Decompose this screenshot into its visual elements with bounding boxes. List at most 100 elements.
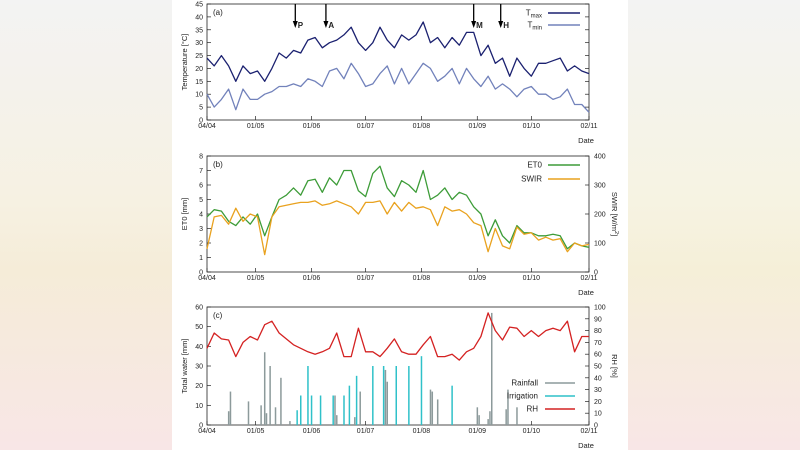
- x-tick-label: 01/08: [413, 275, 431, 282]
- y-tick-label: 35: [195, 27, 203, 34]
- rainfall-bar: [384, 369, 387, 425]
- y-tick-label: 60: [195, 305, 203, 312]
- rainfall-bar: [334, 395, 336, 425]
- swir-line: [206, 200, 590, 256]
- x-tick-label: 01/10: [523, 123, 541, 130]
- irrigation-bar: [451, 385, 453, 425]
- arrowhead-icon: [498, 21, 504, 28]
- x-tick-label: 01/05: [247, 428, 265, 435]
- rainfall-bar: [229, 391, 232, 425]
- x-tick-label: 01/07: [357, 428, 375, 435]
- plot-frame: [206, 3, 590, 121]
- x-tick-label: 01/09: [469, 275, 487, 282]
- rainfall-bar: [247, 401, 250, 425]
- y-tick-label: 0: [199, 423, 203, 430]
- panel-a: 0 5 10 15 20 25 30 35 40 45 04/04 01/05 01/06 01/07 01…: [180, 2, 598, 146]
- irrigation-bar: [296, 410, 298, 425]
- x-tick-label: 02/11: [581, 275, 598, 282]
- y-tick-label: 30: [195, 364, 203, 371]
- irrigation-bar: [408, 366, 410, 425]
- irrigation-bar: [372, 366, 374, 425]
- rainfall-bar: [354, 417, 356, 425]
- arrowhead-icon: [323, 21, 329, 28]
- x-tick-label: 01/08: [413, 123, 431, 130]
- y-tick-label: 5: [199, 105, 203, 112]
- y2-tick-label: 300: [594, 183, 606, 190]
- legend-label-irrigation: Irrigation: [507, 392, 538, 401]
- x-tick-label: 02/11: [581, 428, 598, 435]
- x-tick-label: 01/06: [303, 123, 321, 130]
- y-tick-label: 4: [199, 212, 203, 219]
- x-tick-label: 01/05: [247, 275, 265, 282]
- y2-tick-label: 100: [594, 241, 606, 248]
- irrigation-bar: [382, 366, 385, 425]
- arrow-annotation-a: A: [323, 4, 334, 30]
- y-tick-label: 30: [195, 40, 203, 47]
- x-tick-label: 02/11: [581, 123, 598, 130]
- rainfall-bar: [507, 389, 509, 425]
- rainfall-bar: [274, 407, 277, 425]
- rainfall-bar: [478, 415, 480, 425]
- y-axis-label: ET0 [mm]: [180, 198, 189, 231]
- arrow-label: H: [503, 21, 509, 30]
- x-tick-label: 04/04: [198, 275, 216, 282]
- rainfall-bar: [476, 407, 479, 425]
- rainfall-bar: [487, 419, 489, 425]
- y2-tick-label: 90: [594, 316, 602, 323]
- rainfall-bar: [490, 312, 493, 425]
- y2-tick-label: 0: [594, 270, 598, 277]
- irrigation-bar: [395, 366, 397, 425]
- x-tick-label: 04/04: [198, 428, 216, 435]
- x-tick-label: 01/10: [523, 428, 541, 435]
- background-left: [0, 0, 172, 450]
- rainfall-bar: [263, 352, 266, 425]
- legend-label-swir: SWIR: [521, 175, 542, 184]
- y-tick-label: 10: [195, 92, 203, 99]
- y2-tick-label: 50: [594, 364, 602, 371]
- x-tick-label: 01/07: [357, 123, 375, 130]
- y-tick-label: 20: [195, 66, 203, 73]
- y-tick-label: 10: [195, 403, 203, 410]
- arrow-label: A: [328, 21, 334, 30]
- y2-tick-label: 20: [594, 399, 602, 406]
- panel-label: (c): [213, 311, 223, 320]
- y2-tick-label: 200: [594, 212, 606, 219]
- y-tick-label: 45: [195, 2, 203, 9]
- y-tick-label: 7: [199, 168, 203, 175]
- y-tick-label: 3: [199, 226, 203, 233]
- y-tick-label: 50: [195, 324, 203, 331]
- y-tick-label: 20: [195, 383, 203, 390]
- irrigation-bar: [343, 395, 345, 425]
- y2-tick-label: 30: [594, 387, 602, 394]
- rainfall-bar: [516, 407, 518, 425]
- y-tick-label: 8: [199, 154, 203, 161]
- y2-tick-label: 60: [594, 352, 602, 359]
- irrigation-bar: [348, 385, 351, 425]
- x-tick-label: 04/04: [198, 123, 216, 130]
- arrowhead-icon: [292, 21, 298, 28]
- y2-tick-label: 0: [594, 423, 598, 430]
- x-tick-label: 01/06: [303, 428, 321, 435]
- y-tick-label: 40: [195, 344, 203, 351]
- y2-tick-label: 80: [594, 328, 602, 335]
- y-axis-label: Temperature [°C]: [180, 34, 189, 91]
- panel-c: 0 10 20 30 40 50 60 0 10 20 30 40 50 60 70 80 90 100 04/04…: [180, 305, 619, 450]
- rainfall-bar: [431, 391, 434, 425]
- rainfall-bar: [289, 421, 291, 425]
- y2-axis-label: RH [%]: [610, 354, 619, 378]
- y2-tick-label: 400: [594, 154, 606, 161]
- panel-b: 0 1 2 3 4 5 6 7 8 0 100 200 300 400 04/04 01/05 01/06 01/…: [180, 154, 619, 298]
- y-axis-label: Total water [mm]: [180, 338, 189, 393]
- legend-label-rainfall: Rainfall: [511, 379, 538, 388]
- irrigation-bar: [307, 366, 309, 425]
- x-tick-label: 01/09: [469, 123, 487, 130]
- x-tick-label: 01/05: [247, 123, 265, 130]
- y-tick-label: 15: [195, 79, 203, 86]
- legend-label-et0: ET0: [527, 161, 542, 170]
- y-tick-label: 2: [199, 241, 203, 248]
- y2-tick-label: 10: [594, 411, 602, 418]
- rainfall-bar: [386, 381, 388, 425]
- irrigation-bar: [299, 395, 302, 425]
- legend-label-tmax: Tmax: [526, 9, 542, 20]
